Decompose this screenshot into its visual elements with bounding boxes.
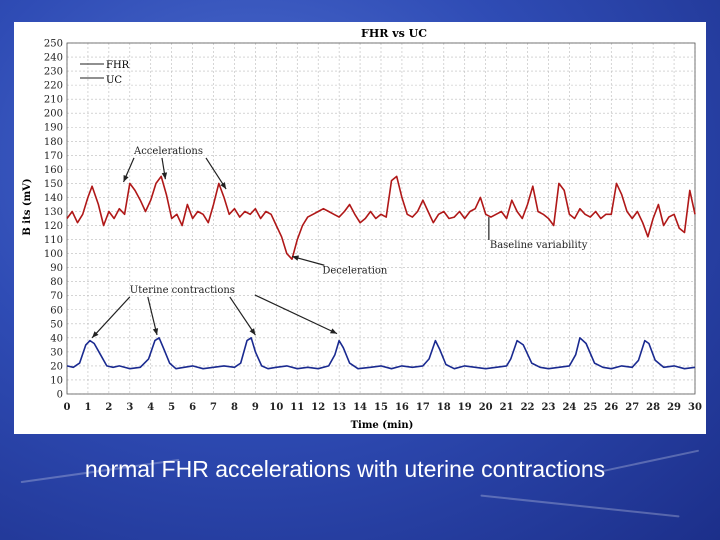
y-tick-label: 150 (44, 179, 63, 190)
x-tick-label: 24 (562, 402, 576, 413)
series-line-fhr (66, 175, 696, 260)
x-tick-label: 20 (479, 402, 493, 413)
x-tick-label: 18 (437, 402, 451, 413)
x-tick-label: 7 (210, 402, 217, 413)
legend-uc-label: UC (106, 75, 122, 86)
legend: FHR UC (80, 60, 130, 86)
x-tick-label: 28 (646, 402, 660, 413)
chart-panel: 0 10 20 30 40 50 60 70 80 90 100 110 120 130 140 150 160… (14, 22, 706, 434)
y-tick-label: 170 (44, 151, 63, 162)
y-axis-label: B its (mV) (22, 178, 33, 235)
contraction-arrow-head (249, 328, 256, 335)
y-tick-label: 90 (50, 263, 63, 274)
chart-title: FHR vs UC (361, 27, 427, 40)
y-tick-label: 160 (44, 165, 63, 176)
x-tick-label: 3 (126, 402, 133, 413)
contraction-arrow (91, 296, 131, 339)
annotation-accelerations: Accelerations (133, 146, 203, 157)
acceleration-arrow-head (161, 172, 168, 180)
x-tick-label: 19 (458, 402, 472, 413)
contraction-arrow-head (152, 328, 159, 335)
y-tick-label: 60 (50, 305, 63, 316)
x-tick-label: 26 (604, 402, 618, 413)
y-tick-label: 200 (44, 109, 63, 120)
x-tick-label: 30 (688, 402, 702, 413)
y-tick-label: 190 (44, 123, 63, 134)
y-tick-label: 140 (44, 193, 63, 204)
x-tick-label: 16 (395, 402, 409, 413)
y-tick-label: 210 (44, 95, 63, 106)
y-tick-label: 30 (50, 347, 63, 358)
annotation-layer: Accelerations Deceleration Baseline variab… (91, 146, 588, 339)
legend-fhr-label: FHR (106, 60, 130, 71)
y-tick-label: 80 (50, 277, 63, 288)
y-tick-label: 110 (44, 235, 63, 246)
acceleration-arrow-head (220, 182, 227, 189)
x-tick-label: 29 (667, 402, 681, 413)
x-tick-label: 17 (416, 402, 430, 413)
deceleration-arrow-head (292, 255, 299, 261)
x-tick-label: 25 (583, 402, 597, 413)
x-tick-label: 5 (168, 402, 175, 413)
x-tick-label: 1 (84, 402, 91, 413)
contraction-arrow-head (92, 331, 99, 338)
series-line-uc (66, 336, 696, 370)
series-layer (66, 175, 696, 370)
x-tick-label: 12 (311, 402, 325, 413)
y-tick-label: 0 (57, 390, 63, 401)
y-tick-label: 70 (50, 291, 63, 302)
fhr-uc-chart: 0102030405060708090100110120130140150160… (22, 27, 702, 431)
x-tick-label: 9 (252, 402, 259, 413)
y-tick-label: 120 (44, 221, 63, 232)
x-tick-label: 8 (231, 402, 238, 413)
x-tick-label: 23 (542, 402, 556, 413)
x-tick-label: 21 (500, 402, 514, 413)
y-tick-label: 50 (50, 319, 63, 330)
background-streak (480, 494, 680, 518)
y-tick-label: 40 (50, 333, 63, 344)
y-tick-label: 130 (44, 207, 63, 218)
x-tick-label: 4 (147, 402, 154, 413)
annotation-uterine: Uterine contractions (130, 285, 235, 296)
slide-caption: normal FHR accelerations with uterine co… (84, 456, 606, 482)
x-tick-label: 15 (374, 402, 388, 413)
acceleration-arrow-head (123, 175, 129, 182)
annotation-deceleration: Deceleration (322, 265, 388, 276)
contraction-arrow-head (330, 328, 337, 334)
y-tick-label: 100 (44, 249, 63, 260)
x-axis-label: Time (min) (351, 420, 414, 431)
y-tick-label: 220 (44, 81, 63, 92)
x-tick-label: 14 (353, 402, 367, 413)
contraction-arrow (229, 296, 256, 336)
y-tick-label: 180 (44, 137, 63, 148)
y-tick-label: 10 (50, 375, 63, 386)
contraction-arrow (254, 294, 338, 335)
x-tick-label: 11 (290, 402, 304, 413)
y-tick-label: 250 (44, 39, 63, 50)
x-tick-label: 10 (269, 402, 283, 413)
x-tick-label: 2 (105, 402, 112, 413)
y-tick-label: 20 (50, 361, 63, 372)
annotation-baseline: Baseline variability (490, 240, 588, 251)
y-tick-label: 230 (44, 67, 63, 78)
x-tick-label: 27 (625, 402, 639, 413)
x-tick-label: 22 (521, 402, 535, 413)
contraction-arrow (147, 296, 158, 336)
x-tick-label: 0 (64, 402, 71, 413)
y-tick-label: 240 (44, 53, 63, 64)
x-tick-label: 6 (189, 402, 196, 413)
x-tick-label: 13 (332, 402, 346, 413)
